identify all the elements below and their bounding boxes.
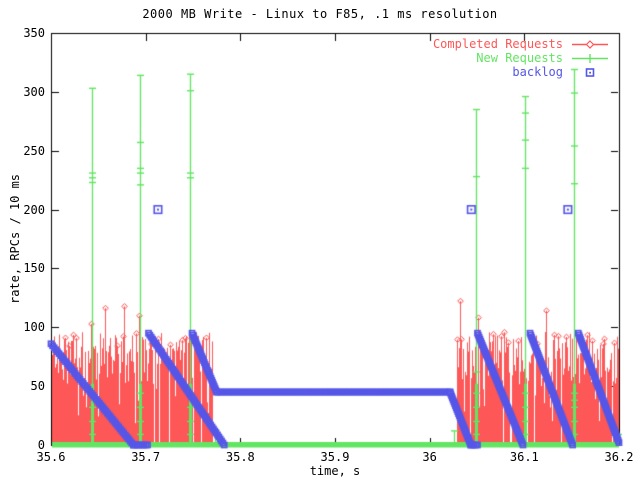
x-tick-label: 35.8 [225,450,255,464]
y-tick-label: 0 [37,438,45,452]
legend: Completed Requests New Requests backlog [433,37,609,79]
legend-label: backlog [512,65,563,79]
chart-title: 2000 MB Write - Linux to F85, .1 ms reso… [142,7,498,21]
legend-label: New Requests [476,51,563,65]
x-tick-label: 35.7 [131,450,161,464]
y-tick-label: 100 [23,320,45,335]
legend-marker-line-plus-icon [572,53,608,63]
y-tick-label: 300 [23,84,45,99]
y-tick-label: 200 [23,202,45,217]
y-axis-label: rate, RPCs / 10 ms [8,173,22,305]
x-tick-label: 35.6 [36,450,66,464]
y-tick-label: 50 [30,379,45,394]
legend-item-completed-requests: Completed Requests [433,37,609,51]
x-tick-label: 36.2 [604,450,634,464]
y-tick-label: 350 [23,26,45,40]
y-tick-label: 150 [23,261,45,276]
legend-label: Completed Requests [432,37,563,51]
x-tick-label: 36 [422,450,437,464]
legend-marker-square-icon [585,67,595,77]
x-tick-label: 35.9 [320,450,350,464]
x-tick-label: 36.1 [509,450,539,464]
legend-item-new-requests: New Requests [433,51,609,65]
y-tick-label: 250 [23,143,45,158]
x-axis-label: time, s [309,464,361,478]
legend-marker-line-diamond-icon [572,39,608,49]
legend-item-backlog: backlog [433,65,609,79]
